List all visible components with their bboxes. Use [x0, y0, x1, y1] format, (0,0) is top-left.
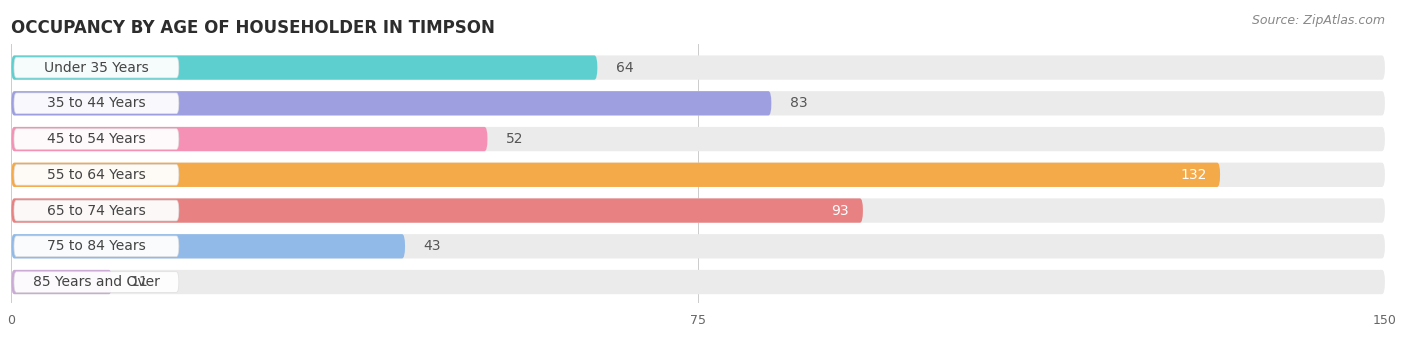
- Text: 11: 11: [131, 275, 148, 289]
- FancyBboxPatch shape: [14, 93, 179, 114]
- FancyBboxPatch shape: [11, 91, 1385, 116]
- Text: 85 Years and Over: 85 Years and Over: [32, 275, 160, 289]
- FancyBboxPatch shape: [11, 55, 598, 80]
- FancyBboxPatch shape: [11, 270, 112, 294]
- Text: 93: 93: [831, 204, 849, 218]
- Text: 75 to 84 Years: 75 to 84 Years: [46, 239, 146, 253]
- Text: 55 to 64 Years: 55 to 64 Years: [46, 168, 146, 182]
- FancyBboxPatch shape: [11, 198, 1385, 223]
- FancyBboxPatch shape: [11, 163, 1220, 187]
- FancyBboxPatch shape: [14, 200, 179, 221]
- Text: 132: 132: [1180, 168, 1206, 182]
- Text: Source: ZipAtlas.com: Source: ZipAtlas.com: [1251, 14, 1385, 27]
- FancyBboxPatch shape: [14, 164, 179, 185]
- FancyBboxPatch shape: [11, 127, 488, 151]
- FancyBboxPatch shape: [11, 91, 772, 116]
- FancyBboxPatch shape: [14, 129, 179, 149]
- FancyBboxPatch shape: [11, 270, 1385, 294]
- Text: 65 to 74 Years: 65 to 74 Years: [46, 204, 146, 218]
- FancyBboxPatch shape: [11, 163, 1385, 187]
- Text: Under 35 Years: Under 35 Years: [44, 61, 149, 75]
- FancyBboxPatch shape: [11, 234, 1385, 258]
- Text: 52: 52: [506, 132, 523, 146]
- FancyBboxPatch shape: [11, 234, 405, 258]
- Text: 43: 43: [423, 239, 441, 253]
- FancyBboxPatch shape: [14, 236, 179, 257]
- Text: 45 to 54 Years: 45 to 54 Years: [48, 132, 146, 146]
- Text: OCCUPANCY BY AGE OF HOUSEHOLDER IN TIMPSON: OCCUPANCY BY AGE OF HOUSEHOLDER IN TIMPS…: [11, 19, 495, 37]
- FancyBboxPatch shape: [11, 55, 1385, 80]
- FancyBboxPatch shape: [14, 272, 179, 292]
- Text: 35 to 44 Years: 35 to 44 Years: [48, 96, 146, 110]
- FancyBboxPatch shape: [11, 127, 1385, 151]
- Text: 83: 83: [790, 96, 807, 110]
- FancyBboxPatch shape: [14, 57, 179, 78]
- FancyBboxPatch shape: [11, 198, 863, 223]
- Text: 64: 64: [616, 61, 633, 75]
